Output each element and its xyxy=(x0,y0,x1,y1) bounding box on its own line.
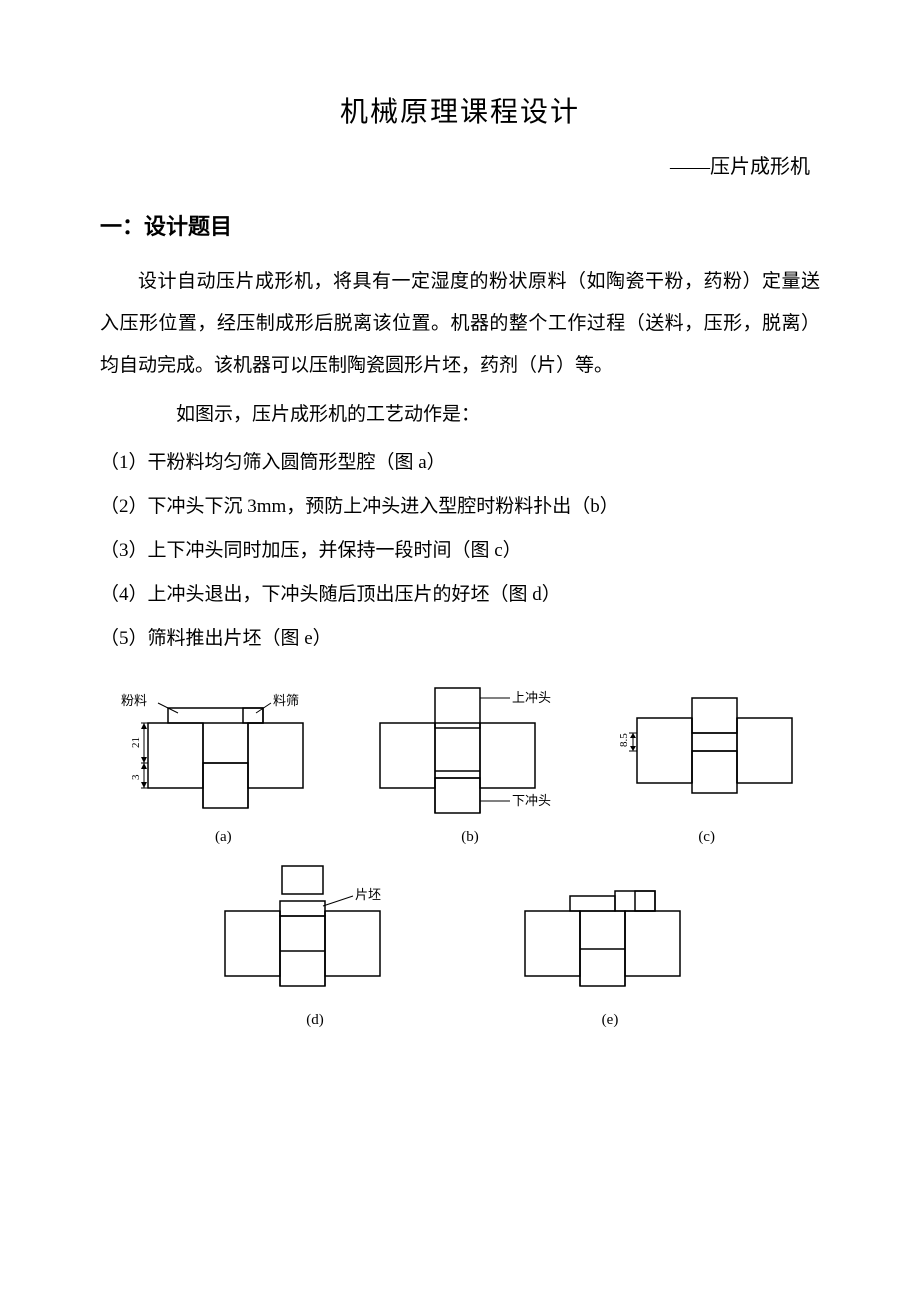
diagram-a: 粉料 料筛 21 3 (a) xyxy=(113,683,333,846)
dim-c-h: 8.5 xyxy=(618,733,630,747)
diagram-a-svg: 粉料 料筛 21 3 xyxy=(113,683,333,823)
diagram-b: 上冲头 下冲头 (b) xyxy=(360,683,580,846)
page-title: 机械原理课程设计 xyxy=(100,90,820,130)
diagram-row-1: 粉料 料筛 21 3 (a) xyxy=(100,683,820,846)
label-c: (c) xyxy=(607,829,807,846)
label-xiachongtou: 下冲头 xyxy=(512,793,551,808)
step-3: （3）上下冲头同时加压，并保持一段时间（图 c） xyxy=(100,532,820,570)
label-d: (d) xyxy=(205,1012,425,1029)
section-1-heading: 一：设计题目 xyxy=(100,209,820,241)
label-liaoshai: 料筛 xyxy=(273,693,299,708)
paragraph-1: 设计自动压片成形机，将具有一定湿度的粉状原料（如陶瓷干粉，药粉）定量送入压形位置… xyxy=(100,261,820,386)
step-5: （5）筛料推出片坯（图 e） xyxy=(100,620,820,658)
diagram-b-svg: 上冲头 下冲头 xyxy=(360,683,580,823)
label-a: (a) xyxy=(113,829,333,846)
diagram-c-svg: 8.5 xyxy=(607,683,807,823)
diagram-c: 8.5 (c) xyxy=(607,683,807,846)
dim-a-3: 3 xyxy=(130,774,142,780)
step-1: （1）干粉料均匀筛入圆筒形型腔（图 a） xyxy=(100,444,820,482)
label-e: (e) xyxy=(505,1012,715,1029)
diagram-e: (e) xyxy=(505,861,715,1029)
step-2: （2）下冲头下沉 3mm，预防上冲头进入型腔时粉料扑出（b） xyxy=(100,488,820,526)
diagram-e-svg xyxy=(505,861,715,1006)
diagram-row-2: 片坯 (d) xyxy=(100,861,820,1029)
paragraph-2: 如图示，压片成形机的工艺动作是： xyxy=(100,394,820,436)
diagram-d: 片坯 (d) xyxy=(205,861,425,1029)
label-pianpi: 片坯 xyxy=(355,887,381,902)
label-fenliao: 粉料 xyxy=(121,693,147,708)
step-4: （4）上冲头退出，下冲头随后顶出压片的好坯（图 d） xyxy=(100,576,820,614)
page-subtitle: ——压片成形机 xyxy=(100,150,820,179)
label-b: (b) xyxy=(360,829,580,846)
dim-a-21: 21 xyxy=(130,737,142,748)
label-shangchongtou: 上冲头 xyxy=(512,690,551,705)
diagram-d-svg: 片坯 xyxy=(205,861,425,1006)
diagrams-container: 粉料 料筛 21 3 (a) xyxy=(100,683,820,1029)
